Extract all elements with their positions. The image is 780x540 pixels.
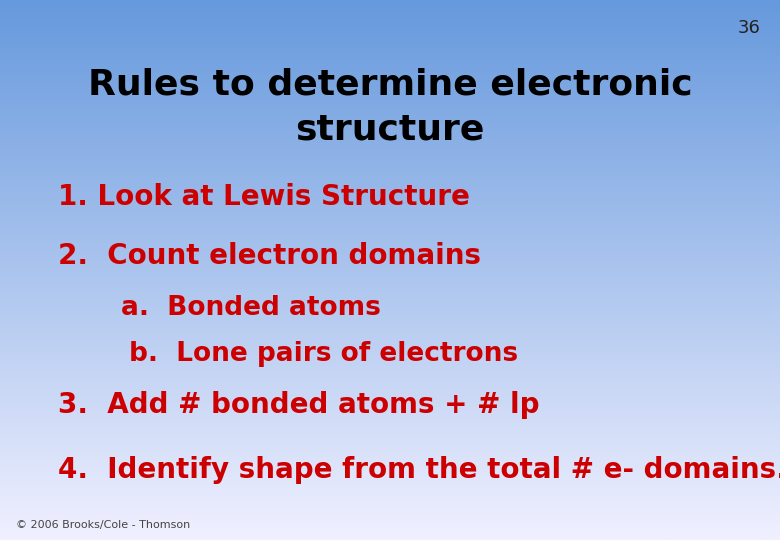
Text: b.  Lone pairs of electrons: b. Lone pairs of electrons bbox=[129, 341, 518, 367]
Text: a.  Bonded atoms: a. Bonded atoms bbox=[121, 295, 381, 321]
Text: 1. Look at Lewis Structure: 1. Look at Lewis Structure bbox=[58, 183, 470, 211]
Text: 4.  Identify shape from the total # e- domains.: 4. Identify shape from the total # e- do… bbox=[58, 456, 780, 484]
Text: © 2006 Brooks/Cole - Thomson: © 2006 Brooks/Cole - Thomson bbox=[16, 520, 190, 530]
Text: 3.  Add # bonded atoms + # lp: 3. Add # bonded atoms + # lp bbox=[58, 391, 540, 419]
Text: 2.  Count electron domains: 2. Count electron domains bbox=[58, 242, 481, 271]
Text: 36: 36 bbox=[738, 19, 760, 37]
Text: Rules to determine electronic
structure: Rules to determine electronic structure bbox=[87, 68, 693, 146]
